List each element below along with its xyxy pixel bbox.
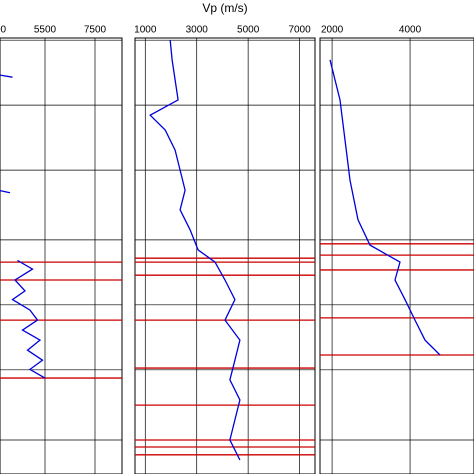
x-tick-label: 3000 bbox=[186, 25, 209, 36]
x-tick-label: 5000 bbox=[237, 25, 260, 36]
panel-frame bbox=[0, 37, 123, 474]
chart-title: Vp (m/s) bbox=[202, 1, 247, 15]
x-tick-label: 5500 bbox=[34, 25, 57, 36]
panel-frame bbox=[134, 37, 316, 474]
panel-frame bbox=[319, 37, 474, 474]
x-tick-label: 7500 bbox=[84, 25, 107, 36]
x-tick-label: 3500 bbox=[0, 25, 7, 36]
velocity-trace bbox=[329, 59, 441, 356]
x-tick-label: 1000 bbox=[134, 25, 157, 36]
x-tick-label: 2000 bbox=[321, 25, 344, 36]
x-tick-label: 7000 bbox=[288, 25, 311, 36]
velocity-trace bbox=[149, 40, 241, 461]
x-tick-label: 4000 bbox=[399, 25, 422, 36]
velocity-trace bbox=[0, 74, 46, 379]
